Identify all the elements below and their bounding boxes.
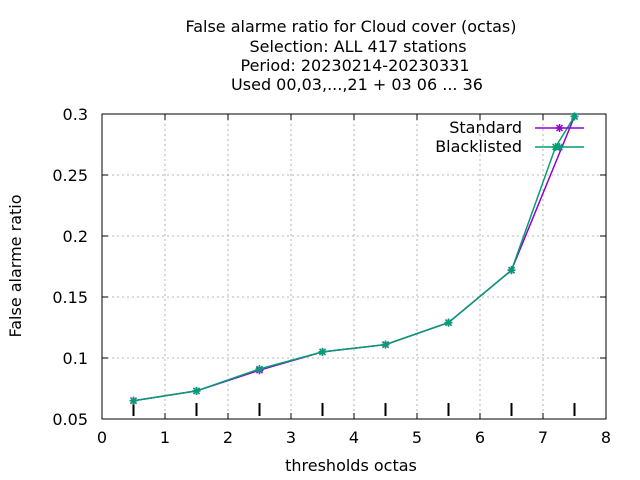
chart-title: False alarme ratio for Cloud cover (octa… xyxy=(185,17,516,94)
y-tick-label: 0.1 xyxy=(63,349,88,368)
x-tick-label: 3 xyxy=(286,428,296,447)
x-axis-label: thresholds octas xyxy=(285,456,417,475)
grid xyxy=(102,114,606,419)
y-tick-label: 0.15 xyxy=(52,288,88,307)
y-axis-label: False alarme ratio xyxy=(6,194,25,337)
legend-label: Blacklisted xyxy=(435,137,522,156)
y-tick-label: 0.25 xyxy=(52,166,88,185)
y-tick-label: 0.3 xyxy=(63,105,88,124)
title-line-4: Used 00,03,...,21 + 03 06 ... 36 xyxy=(231,75,483,94)
data-point xyxy=(192,386,201,395)
legend-marker xyxy=(555,143,564,151)
legend-label: Standard xyxy=(449,118,522,137)
x-tick-label: 6 xyxy=(475,428,485,447)
y-tick-label: 0.05 xyxy=(52,410,88,429)
x-tick-label: 7 xyxy=(538,428,548,447)
title-line-2: Selection: ALL 417 stations xyxy=(249,37,466,56)
data-point xyxy=(570,112,579,121)
x-tick-label: 5 xyxy=(412,428,422,447)
x-tick-label: 2 xyxy=(223,428,233,447)
data-point xyxy=(381,340,390,349)
data-point xyxy=(129,396,138,405)
x-axis: 0 1 2 3 4 5 6 7 8 xyxy=(97,114,611,447)
threshold-markers xyxy=(132,403,576,416)
x-tick-label: 0 xyxy=(97,428,107,447)
title-line-3: Period: 20230214-20230331 xyxy=(240,56,469,75)
data-point xyxy=(444,318,453,327)
series-lines xyxy=(129,112,579,405)
x-tick-label: 8 xyxy=(601,428,611,447)
y-tick-label: 0.2 xyxy=(63,227,88,246)
x-tick-label: 4 xyxy=(349,428,359,447)
data-point xyxy=(318,347,327,356)
data-point xyxy=(255,364,264,373)
title-line-1: False alarme ratio for Cloud cover (octa… xyxy=(185,17,516,36)
legend-marker xyxy=(555,124,564,132)
x-tick-label: 1 xyxy=(160,428,170,447)
data-point xyxy=(507,266,516,275)
y-axis: 0.05 0.1 0.15 0.2 0.25 0.3 xyxy=(52,105,606,429)
